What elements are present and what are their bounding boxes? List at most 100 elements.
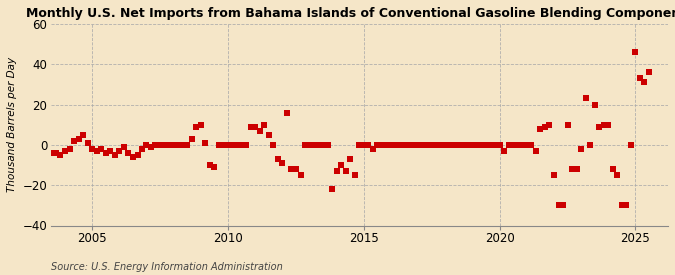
Point [535,126,546,131]
Point [526,143,537,147]
Point [336,163,347,167]
Point [263,133,274,137]
Point [159,143,170,147]
Point [472,143,483,147]
Point [621,203,632,208]
Point [508,143,518,147]
Point [363,143,374,147]
Point [196,122,207,127]
Point [350,173,360,177]
Point [612,173,622,177]
Point [213,143,224,147]
Point [340,169,351,173]
Point [141,143,152,147]
Point [499,149,510,153]
Point [331,169,342,173]
Point [73,137,84,141]
Point [512,143,523,147]
Point [494,143,505,147]
Point [59,149,70,153]
Point [404,143,414,147]
Point [272,157,283,161]
Point [616,203,627,208]
Point [155,143,165,147]
Point [630,50,641,54]
Point [109,153,120,157]
Point [277,161,288,165]
Point [268,143,279,147]
Point [558,203,568,208]
Point [462,143,473,147]
Point [119,145,130,149]
Point [313,143,324,147]
Point [440,143,451,147]
Point [64,147,75,151]
Point [580,96,591,101]
Point [259,122,269,127]
Point [390,143,401,147]
Point [585,143,595,147]
Point [168,143,179,147]
Point [46,151,57,155]
Point [644,70,655,75]
Point [626,143,637,147]
Point [367,147,378,151]
Point [395,143,406,147]
Point [290,167,301,171]
Point [55,153,65,157]
Point [449,143,460,147]
Point [281,110,292,115]
Title: Monthly U.S. Net Imports from Bahama Islands of Conventional Gasoline Blending C: Monthly U.S. Net Imports from Bahama Isl… [26,7,675,20]
Point [308,143,319,147]
Point [385,143,396,147]
Point [539,125,550,129]
Point [322,143,333,147]
Point [101,151,111,155]
Point [209,165,220,169]
Point [200,141,211,145]
Point [173,143,184,147]
Point [358,143,369,147]
Point [51,151,61,155]
Point [422,143,433,147]
Point [250,125,261,129]
Point [41,149,52,153]
Point [503,143,514,147]
Point [345,157,356,161]
Y-axis label: Thousand Barrels per Day: Thousand Barrels per Day [7,57,17,192]
Point [531,149,541,153]
Point [399,143,410,147]
Point [132,153,143,157]
Point [286,167,297,171]
Point [123,151,134,155]
Point [408,143,419,147]
Point [481,143,491,147]
Text: Source: U.S. Energy Information Administration: Source: U.S. Energy Information Administ… [51,262,284,272]
Point [136,147,147,151]
Point [150,143,161,147]
Point [544,122,555,127]
Point [431,143,441,147]
Point [603,122,614,127]
Point [372,143,383,147]
Point [96,147,107,151]
Point [562,122,573,127]
Point [241,143,252,147]
Point [91,149,102,153]
Point [445,143,456,147]
Point [191,125,202,129]
Point [245,125,256,129]
Point [594,125,605,129]
Point [182,143,192,147]
Point [163,143,174,147]
Point [236,143,247,147]
Point [485,143,496,147]
Point [82,141,93,145]
Point [639,80,650,84]
Point [549,173,560,177]
Point [87,147,98,151]
Point [186,137,197,141]
Point [571,167,582,171]
Point [114,149,125,153]
Point [205,163,215,167]
